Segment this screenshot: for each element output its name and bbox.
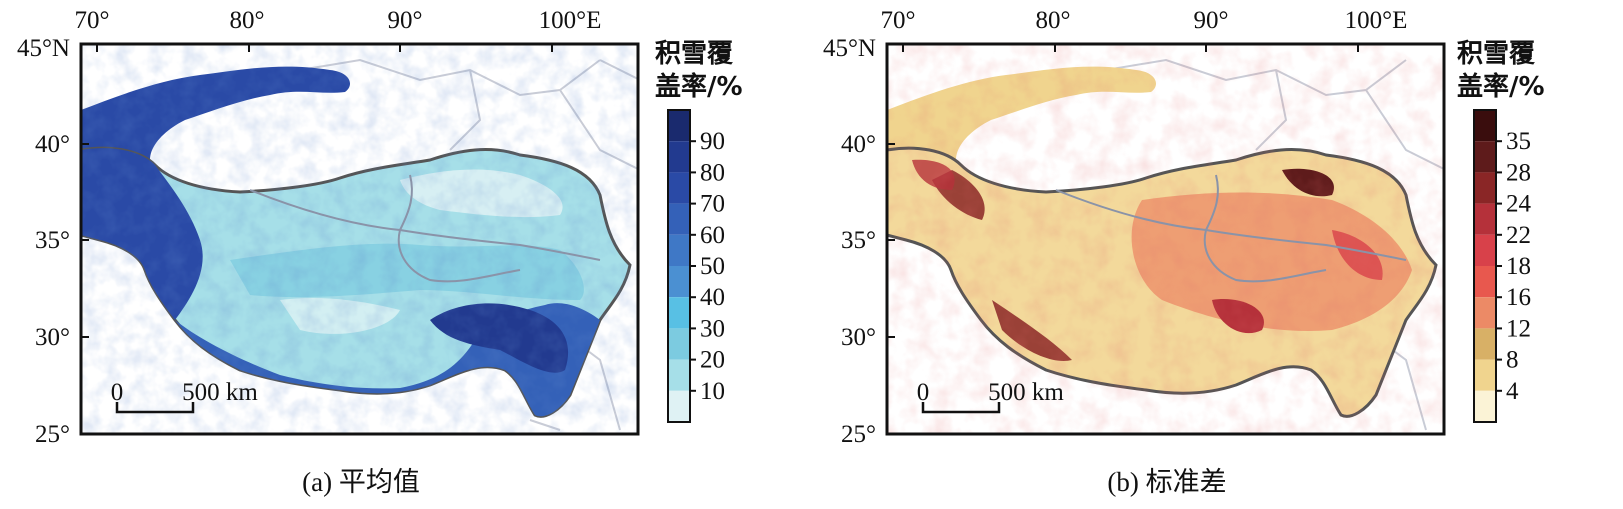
legend-swatch bbox=[1474, 172, 1496, 204]
legend-swatch bbox=[668, 141, 690, 173]
legend-tick-label: 70 bbox=[700, 191, 725, 218]
legend-tick-label: 50 bbox=[700, 253, 725, 280]
legend-swatch bbox=[1474, 359, 1496, 391]
lat-label-25: 25° bbox=[35, 421, 70, 448]
scale-bar: 0 500 km bbox=[917, 379, 1064, 414]
legend-tick-label: 40 bbox=[700, 284, 725, 311]
legend-tick-label: 24 bbox=[1506, 191, 1532, 218]
legend-tick-label: 35 bbox=[1506, 128, 1531, 155]
legend-title-line1: 积雪覆 bbox=[655, 39, 734, 69]
legend-tick-label: 4 bbox=[1506, 378, 1519, 405]
legend-swatch bbox=[1474, 234, 1496, 266]
legend-colorbar: 90 80 70 60 50 40 30 20 10 bbox=[667, 109, 725, 423]
lon-label-70: 70° bbox=[75, 7, 110, 34]
lat-label-40: 40° bbox=[841, 131, 876, 158]
lon-label-80: 80° bbox=[230, 7, 265, 34]
map-mean-svg: 70° 80° 90° 100°E 45°N 40° 35° 30° 25° 0… bbox=[17, 7, 725, 448]
caption-stddev: (b) 标准差 bbox=[1107, 467, 1227, 497]
legend-swatch bbox=[668, 203, 690, 235]
lat-label-35: 35° bbox=[35, 227, 70, 254]
legend-swatch bbox=[1474, 110, 1496, 142]
snow-texture bbox=[81, 44, 638, 434]
legend-tick-label: 80 bbox=[700, 159, 725, 186]
legend-title-line1: 积雪覆 bbox=[1457, 39, 1536, 69]
panel-stddev: 70° 80° 90° 100°E 45°N 40° 35° 30° 25° 0… bbox=[812, 0, 1623, 509]
lat-label-30: 30° bbox=[841, 324, 876, 351]
std-texture bbox=[887, 44, 1444, 434]
lon-label-70: 70° bbox=[881, 7, 916, 34]
legend-swatch bbox=[668, 110, 690, 142]
legend-swatch bbox=[668, 172, 690, 204]
legend-tick-label: 8 bbox=[1506, 347, 1519, 374]
legend-swatch bbox=[668, 297, 690, 329]
legend-tick-label: 16 bbox=[1506, 284, 1531, 311]
lon-label-80: 80° bbox=[1036, 7, 1071, 34]
legend-swatch bbox=[668, 359, 690, 391]
panel-mean: 70° 80° 90° 100°E 45°N 40° 35° 30° 25° 0… bbox=[0, 0, 811, 509]
caption-mean: (a) 平均值 bbox=[302, 467, 420, 497]
legend-tick-label: 18 bbox=[1506, 253, 1531, 280]
lat-label-40: 40° bbox=[35, 131, 70, 158]
scale-end-label: 500 km bbox=[182, 379, 258, 406]
legend-swatch bbox=[1474, 297, 1496, 329]
legend-title: 积雪覆 盖率/% bbox=[1457, 38, 1545, 104]
legend-tick-label: 20 bbox=[700, 347, 725, 374]
legend-title-line2: 盖率/% bbox=[655, 72, 743, 102]
scale-end-label: 500 km bbox=[988, 379, 1064, 406]
legend-swatch bbox=[668, 390, 690, 422]
lat-label-25: 25° bbox=[841, 421, 876, 448]
province-borders bbox=[1055, 174, 1407, 283]
legend-swatch bbox=[1474, 141, 1496, 173]
legend-tick-label: 30 bbox=[700, 315, 725, 342]
lat-label-35: 35° bbox=[841, 227, 876, 254]
legend-tick-label: 10 bbox=[700, 378, 725, 405]
province-borders bbox=[249, 174, 601, 283]
scale-start-label: 0 bbox=[111, 379, 124, 406]
lon-label-90: 90° bbox=[1194, 7, 1229, 34]
lon-label-100: 100°E bbox=[539, 7, 602, 34]
legend-tick-label: 60 bbox=[700, 222, 725, 249]
legend-tick-label: 90 bbox=[700, 128, 725, 155]
legend-swatch bbox=[668, 234, 690, 266]
legend-swatch bbox=[1474, 390, 1496, 422]
legend-swatch bbox=[668, 266, 690, 298]
legend-swatch bbox=[1474, 266, 1496, 298]
scale-start-label: 0 bbox=[917, 379, 930, 406]
lat-label-45: 45°N bbox=[17, 35, 70, 62]
axis-ticks bbox=[887, 44, 1359, 338]
legend-swatch bbox=[668, 328, 690, 360]
lat-label-45: 45°N bbox=[823, 35, 876, 62]
lon-label-90: 90° bbox=[388, 7, 423, 34]
lat-label-30: 30° bbox=[35, 324, 70, 351]
map-stddev-svg: 70° 80° 90° 100°E 45°N 40° 35° 30° 25° 0… bbox=[823, 7, 1532, 448]
legend-swatch bbox=[1474, 203, 1496, 235]
legend-title: 积雪覆 盖率/% bbox=[655, 38, 743, 104]
legend-tick-label: 28 bbox=[1506, 159, 1531, 186]
legend-tick-label: 22 bbox=[1506, 222, 1531, 249]
axis-ticks bbox=[81, 44, 553, 338]
legend-tick-label: 12 bbox=[1506, 315, 1531, 342]
legend-colorbar: 35 28 24 22 18 16 12 8 4 bbox=[1473, 109, 1532, 423]
legend-swatch bbox=[1474, 328, 1496, 360]
legend-title-line2: 盖率/% bbox=[1457, 72, 1545, 102]
lon-label-100: 100°E bbox=[1345, 7, 1408, 34]
scale-bar: 0 500 km bbox=[111, 379, 258, 414]
